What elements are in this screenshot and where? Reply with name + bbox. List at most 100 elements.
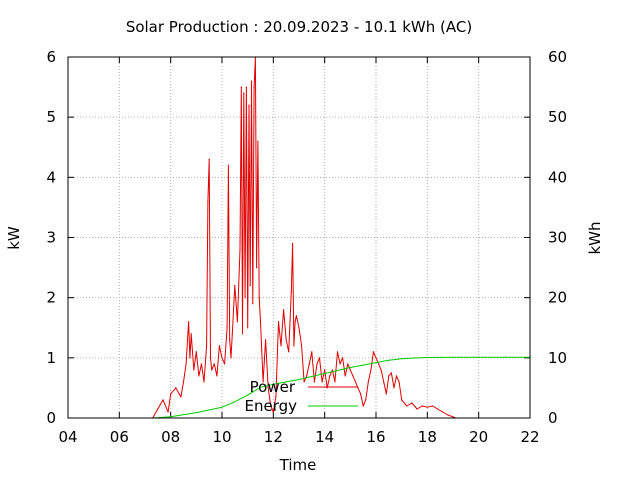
data-point-power [258, 297, 260, 299]
data-point-power [213, 363, 215, 365]
data-point-energy [285, 381, 287, 383]
data-point-energy [503, 356, 505, 358]
grid-lines [68, 57, 530, 418]
y-tick-labels: 0 1 2 3 4 5 6 [46, 48, 56, 427]
data-point-energy [324, 372, 326, 375]
x-tick-labels: 04 06 08 10 12 14 16 18 20 22 [58, 428, 539, 446]
data-point-power [252, 303, 254, 305]
y2-tick-label: 60 [548, 48, 567, 66]
data-point-energy [234, 401, 236, 403]
data-point-power [231, 333, 233, 335]
data-point-power [239, 248, 241, 251]
data-point-energy [259, 386, 262, 388]
data-point-power [370, 369, 372, 371]
data-point-energy [170, 416, 172, 418]
data-point-power [190, 333, 192, 335]
data-point-power [218, 345, 220, 347]
x-tick-label: 12 [264, 428, 283, 446]
data-point-power [385, 393, 387, 395]
data-point-power [442, 411, 444, 413]
y-tick-label: 6 [46, 48, 56, 66]
y-tick-label: 3 [46, 229, 56, 247]
x-tick-label: 10 [212, 428, 231, 446]
data-point-power [367, 381, 369, 383]
data-point-power [162, 399, 164, 401]
data-point-power [334, 381, 336, 383]
data-point-power [227, 164, 229, 166]
data-point-power [313, 381, 315, 383]
data-point-power [245, 86, 247, 88]
data-point-power [170, 393, 172, 395]
data-point-power [393, 387, 395, 389]
data-point-energy [362, 364, 364, 366]
data-point-energy [349, 366, 351, 369]
data-point-power [293, 345, 295, 347]
x-tick-label: 22 [520, 428, 539, 446]
data-point-power [290, 291, 292, 293]
data-point-power [193, 369, 195, 371]
data-point-power [349, 369, 351, 371]
y2-tick-label: 40 [548, 168, 567, 186]
data-point-power [206, 345, 208, 347]
data-point-power [318, 357, 321, 359]
data-point-power [182, 381, 185, 383]
data-point-power [431, 405, 434, 407]
data-point-power [241, 333, 244, 335]
data-point-power [230, 357, 232, 359]
x-tick-label: 14 [315, 428, 334, 446]
data-point-power [372, 351, 374, 353]
data-point-power [236, 321, 238, 323]
data-point-energy [247, 394, 249, 396]
x-tick-label: 18 [418, 428, 437, 446]
data-point-energy [336, 369, 339, 372]
data-point-energy [272, 383, 274, 385]
data-point-energy [401, 358, 403, 360]
y2-axis-title: kWh [586, 221, 604, 254]
data-point-energy [478, 356, 480, 358]
data-point-power [175, 387, 177, 389]
data-point-power [275, 396, 277, 398]
y2-tick-label: 0 [548, 409, 558, 427]
data-point-power [336, 351, 339, 353]
data-point-power [209, 357, 212, 359]
data-point-power [401, 399, 403, 401]
data-point-power [308, 363, 310, 365]
data-point-power [452, 416, 454, 418]
data-point-power [256, 267, 258, 269]
data-point-energy [439, 356, 441, 358]
data-point-power [294, 321, 296, 323]
data-point-power [240, 86, 242, 88]
y2-tick-label: 10 [548, 349, 567, 367]
data-point-power [157, 408, 159, 410]
data-point-power [388, 375, 390, 377]
plot-frame [67, 56, 531, 419]
data-point-power [234, 285, 236, 287]
data-point-power [285, 339, 287, 341]
data-point-power [390, 372, 392, 374]
chart-title: Solar Production : 20.09.2023 - 10.1 kWh… [126, 18, 472, 36]
data-point-power [248, 104, 250, 106]
data-point-power [295, 315, 297, 317]
data-point-energy [375, 362, 377, 364]
data-point-power [272, 411, 274, 413]
x-axis-title: Time [279, 456, 317, 474]
legend-label-power: Power [250, 378, 296, 396]
data-point-power [250, 80, 253, 82]
data-point-power [380, 369, 382, 371]
y-tick-label: 1 [46, 349, 56, 367]
data-point-power [283, 309, 285, 311]
y-tick-label: 0 [46, 409, 56, 427]
data-point-power [270, 405, 272, 407]
series-layer [152, 56, 531, 419]
data-point-power [360, 393, 362, 395]
data-point-power [342, 357, 344, 359]
data-point-power [288, 351, 290, 353]
data-point-power [262, 381, 264, 383]
data-point-power [301, 345, 303, 347]
y2-tick-label: 30 [548, 229, 567, 247]
data-point-power [437, 408, 439, 410]
data-point-power [331, 369, 333, 371]
data-point-power [375, 357, 377, 359]
data-point-power [426, 406, 428, 408]
